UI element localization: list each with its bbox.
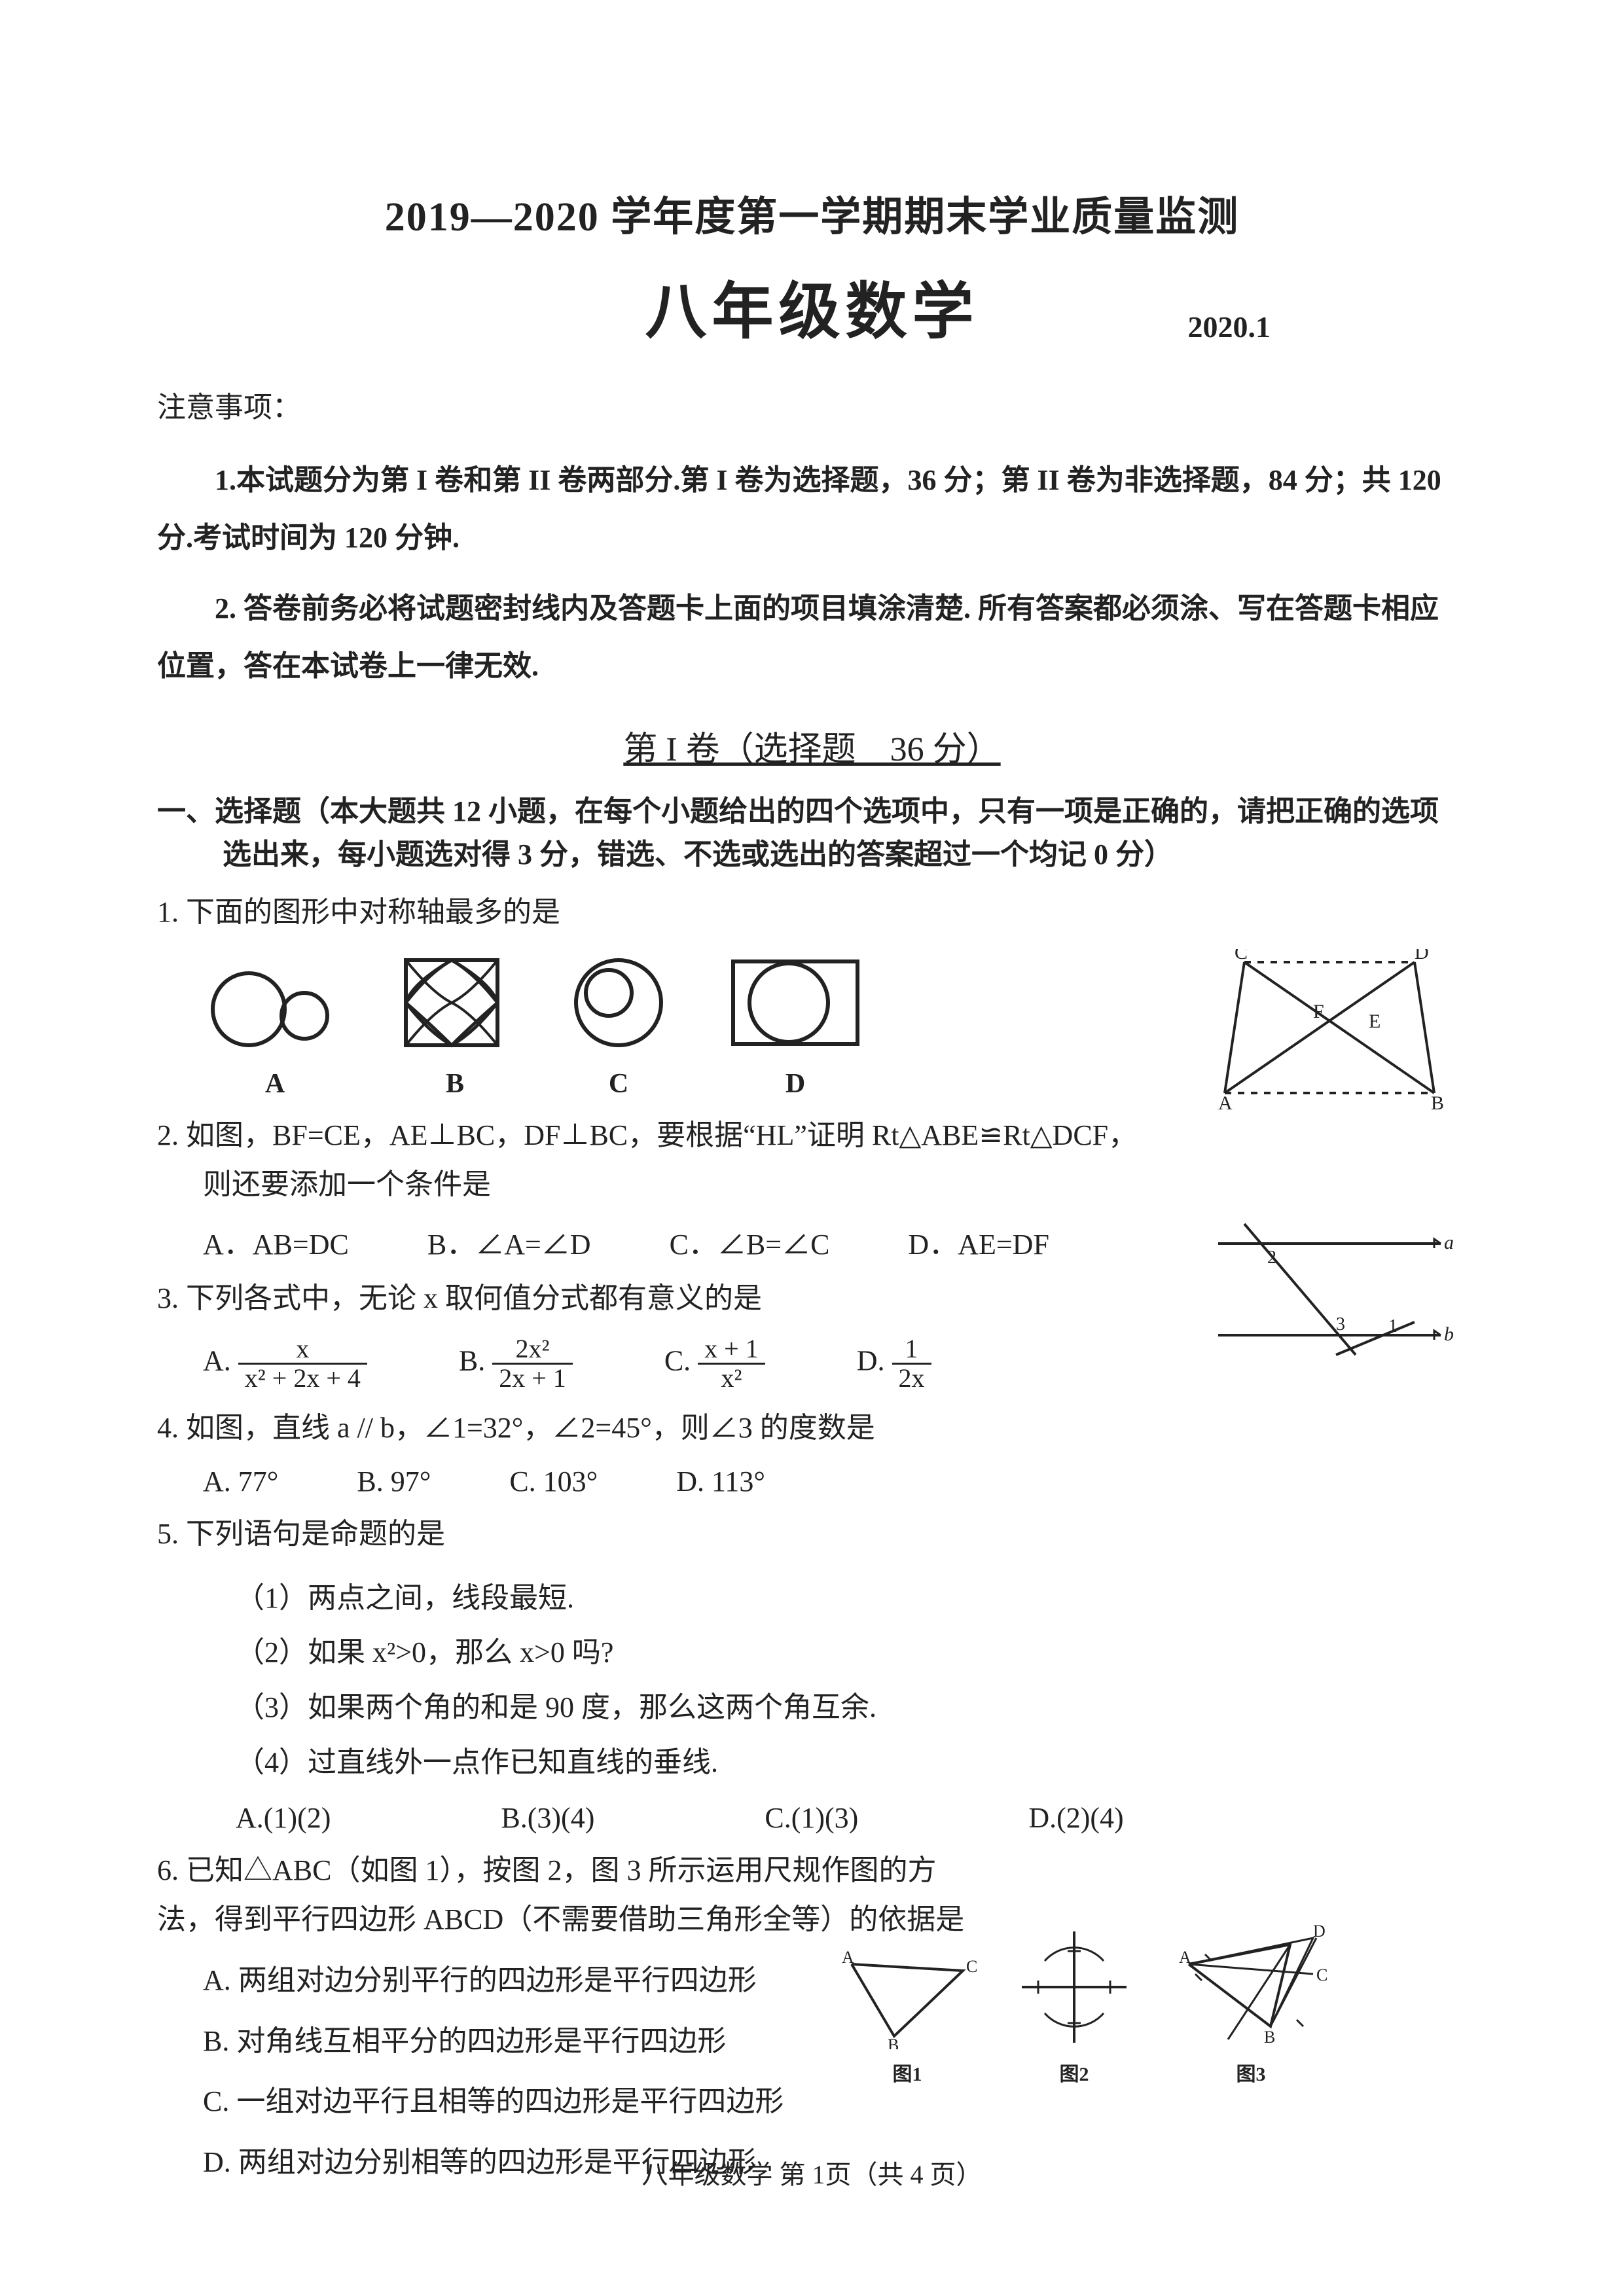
- q1-fig-b: [399, 954, 511, 1052]
- q6-caption-3: 图3: [1166, 2058, 1336, 2087]
- q4-figure: a b 2 1 3: [1205, 1217, 1454, 1371]
- q2-stem-2: 则还要添加一个条件是: [157, 1160, 1192, 1210]
- q4-options: A. 77° B. 97° C. 103° D. 113°: [157, 1465, 1467, 1498]
- q3-opt-d: D. 12x: [857, 1335, 931, 1392]
- q1-label-c: C: [563, 1068, 674, 1100]
- svg-text:E: E: [1369, 1011, 1380, 1032]
- svg-text:3: 3: [1336, 1314, 1345, 1335]
- svg-text:D: D: [1415, 949, 1429, 963]
- q2-figure: A B C D E F: [1205, 949, 1454, 1116]
- svg-text:A: A: [1218, 1092, 1233, 1113]
- q3-opt-b: B. 2x²2x + 1: [459, 1335, 573, 1392]
- q4-stem: 4. 如图，直线 a // b，∠1=32°，∠2=45°，则∠3 的度数是: [157, 1404, 1467, 1453]
- q4-opt-c: C. 103°: [509, 1465, 598, 1498]
- q5-s4: （4）过直线外一点作已知直线的垂线.: [157, 1735, 1467, 1790]
- q1-fig-c: [563, 954, 674, 1052]
- q2-stem-1: 2. 如图，BF=CE，AE⊥BC，DF⊥BC，要根据“HL”证明 Rt△ABE…: [157, 1119, 1137, 1151]
- q4-opt-b: B. 97°: [357, 1465, 431, 1498]
- q2-opt-d: D．AE=DF: [908, 1221, 1049, 1263]
- q6-caption-1: 图1: [832, 2058, 983, 2087]
- svg-text:b: b: [1444, 1323, 1454, 1345]
- notice-header: 注意事项：: [157, 384, 1467, 425]
- q6-fig1: A B C: [832, 1938, 983, 2049]
- q5-s3: （3）如果两个角的和是 90 度，那么这两个角互余.: [157, 1680, 1467, 1735]
- q1-label-d: D: [727, 1068, 864, 1100]
- exam-subject: 八年级数学: [645, 262, 979, 351]
- q6-fig3: A B C D: [1166, 1918, 1336, 2049]
- svg-text:D: D: [1313, 1922, 1326, 1941]
- svg-text:a: a: [1444, 1232, 1454, 1253]
- q5-s2: （2）如果 x²>0，那么 x>0 吗?: [157, 1625, 1467, 1680]
- q6-figures: A B C 图1 图2: [832, 1918, 1336, 2087]
- q1-label-a: A: [203, 1068, 347, 1100]
- svg-text:1: 1: [1388, 1316, 1398, 1336]
- svg-text:A: A: [842, 1948, 854, 1967]
- svg-text:B: B: [888, 2036, 899, 2049]
- q5-opt-d: D.(2)(4): [1028, 1801, 1123, 1835]
- svg-text:B: B: [1264, 2028, 1275, 2047]
- q6-caption-2: 图2: [1009, 2058, 1140, 2087]
- notice-p1: 1.本试题分为第 I 卷和第 II 卷两部分.第 I 卷为选择题，36 分；第 …: [157, 452, 1467, 567]
- page-footer: 八年级数学 第 1页（共 4 页）: [0, 2153, 1624, 2191]
- q1-stem: 1. 下面的图形中对称轴最多的是: [157, 888, 1467, 937]
- section-1-instructions: 一、选择题（本大题共 12 小题，在每个小题给出的四个选项中，只有一项是正确的，…: [157, 790, 1467, 876]
- q1-fig-a: [203, 960, 347, 1052]
- section-1-title: 第 I 卷（选择题 36 分）: [157, 721, 1467, 770]
- svg-text:B: B: [1431, 1092, 1444, 1113]
- exam-title: 2019—2020 学年度第一学期期末学业质量监测: [157, 183, 1467, 242]
- q3-opt-c: C. x + 1x²: [664, 1335, 765, 1392]
- svg-text:F: F: [1313, 1001, 1324, 1022]
- svg-text:C: C: [1235, 949, 1248, 963]
- svg-text:A: A: [1179, 1948, 1191, 1967]
- q5-s1: （1）两点之间，线段最短.: [157, 1571, 1467, 1626]
- notice-p2: 2. 答卷前务必将试题密封线内及答题卡上面的项目填涂清楚. 所有答案都必须涂、写…: [157, 580, 1467, 695]
- svg-text:C: C: [966, 1957, 977, 1976]
- q2-opt-b: B．∠A=∠D: [427, 1221, 591, 1263]
- q3-opt-a: A. xx² + 2x + 4: [203, 1335, 367, 1392]
- q5-options: A.(1)(2) B.(3)(4) C.(1)(3) D.(2)(4): [157, 1801, 1467, 1835]
- q1-fig-d: [727, 954, 864, 1052]
- exam-date: 2020.1: [1188, 310, 1271, 344]
- q5-opt-b: B.(3)(4): [501, 1801, 594, 1835]
- q2-opt-c: C．∠B=∠C: [670, 1221, 830, 1263]
- q1-label-b: B: [399, 1068, 511, 1100]
- svg-text:C: C: [1316, 1965, 1327, 1984]
- q5-opt-c: C.(1)(3): [765, 1801, 858, 1835]
- q4-opt-d: D. 113°: [676, 1465, 765, 1498]
- q4-opt-a: A. 77°: [203, 1465, 278, 1498]
- q2-opt-a: A．AB=DC: [203, 1221, 349, 1263]
- q5-opt-a: A.(1)(2): [236, 1801, 331, 1835]
- svg-text:2: 2: [1267, 1247, 1276, 1268]
- q6-fig2: [1009, 1925, 1140, 2049]
- q5-stem: 5. 下列语句是命题的是: [157, 1510, 1467, 1559]
